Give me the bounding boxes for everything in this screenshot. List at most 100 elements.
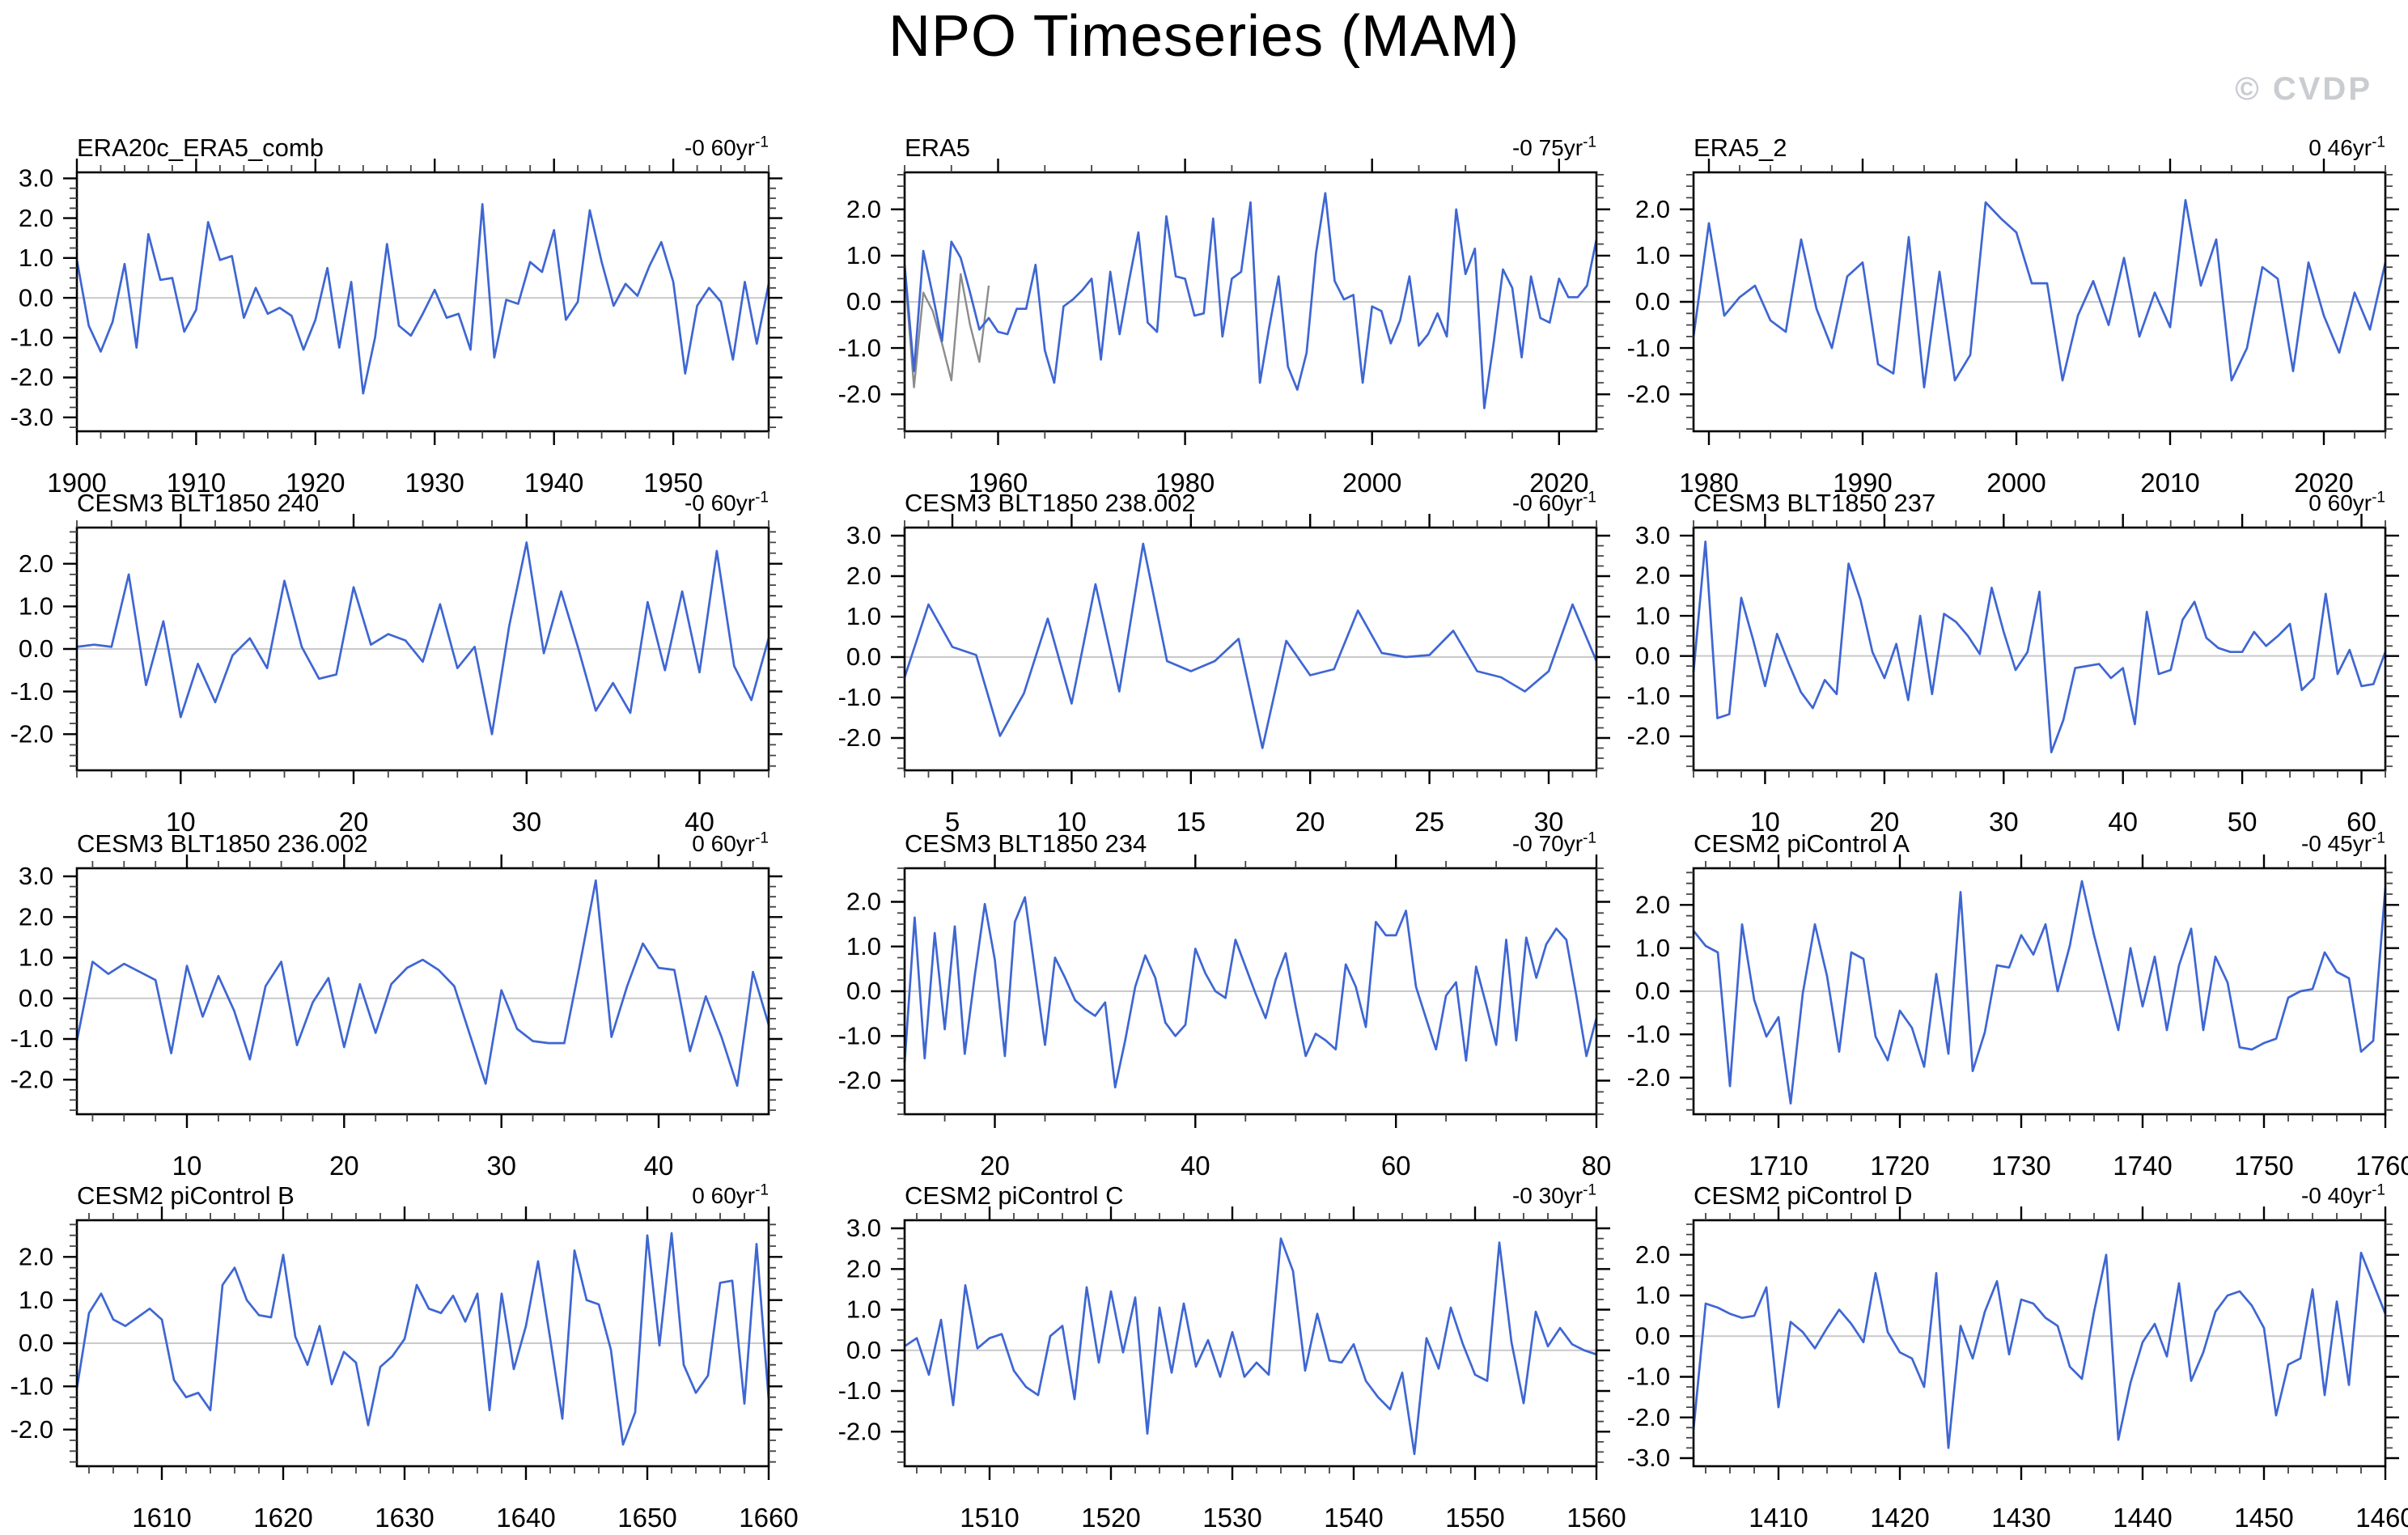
x-tick-label: 10 xyxy=(166,807,196,837)
panel-head: CESM3 BLT1850 234 -0 70yr-1 xyxy=(905,828,1596,860)
panel-trend-exponent: -1 xyxy=(1583,829,1596,847)
panel-trend-value: -0 75yr xyxy=(1511,135,1583,160)
x-tick-label: 30 xyxy=(1989,807,2019,837)
cvdp-watermark: © CVDP xyxy=(2235,71,2372,107)
x-tick-label: 1710 xyxy=(1749,1151,1808,1181)
y-tick-label: -2.0 xyxy=(838,1417,881,1445)
minor-ticks xyxy=(897,165,1604,439)
panel-trend-exponent: -1 xyxy=(755,1181,769,1199)
y-tick-label: 3.0 xyxy=(19,862,53,890)
y-tick-label: 1.0 xyxy=(1635,241,1670,269)
panel-trend-exponent: -1 xyxy=(755,134,769,151)
y-tick-label: 0.0 xyxy=(846,1336,881,1364)
x-tick-label: 60 xyxy=(1381,1151,1411,1181)
plot-box xyxy=(75,171,770,433)
panel-trend-exponent: -1 xyxy=(1583,1181,1596,1199)
x-tick-label: 10 xyxy=(172,1151,202,1181)
x-tick-label: 1530 xyxy=(1202,1503,1261,1533)
y-tick-label: 2.0 xyxy=(1635,1240,1670,1269)
panel-trend: -0 70yr-1 xyxy=(1512,828,1596,860)
y-tick-label: -2.0 xyxy=(1627,722,1670,750)
panel-title: CESM2 piControl C xyxy=(905,1181,1124,1210)
panel-trend-value: 0 60yr xyxy=(692,831,756,856)
y-tick-label: -3.0 xyxy=(11,403,53,431)
panel-trend-value: -0 60yr xyxy=(684,135,756,160)
panel-head: CESM2 piControl B 0 60yr-1 xyxy=(77,1180,769,1212)
panel-head: ERA20c_ERA5_comb -0 60yr-1 xyxy=(77,132,769,164)
y-tick-label: 1.0 xyxy=(19,592,53,621)
panel-title: ERA5_2 xyxy=(1694,134,1787,162)
x-tick-label: 1900 xyxy=(47,468,106,498)
plot-box xyxy=(75,867,770,1116)
panel-trend-exponent: -1 xyxy=(755,829,769,847)
panel-trend: -0 60yr-1 xyxy=(685,487,769,519)
y-tick-label: 1.0 xyxy=(846,1295,881,1324)
y-tick-label: 0.0 xyxy=(1635,642,1670,670)
panel-trend-exponent: -1 xyxy=(2372,134,2385,151)
series-line xyxy=(76,541,770,736)
major-ticks xyxy=(63,854,782,1128)
y-tick-label: 2.0 xyxy=(846,562,881,590)
x-tick-label: 1940 xyxy=(524,468,583,498)
x-tick-label: 1930 xyxy=(405,468,464,498)
x-tick-label: 1450 xyxy=(2234,1503,2293,1533)
y-tick-label: -1.0 xyxy=(11,323,53,351)
minor-ticks xyxy=(897,861,1604,1122)
x-tick-label: 1440 xyxy=(2113,1503,2172,1533)
panel-trend: 0 60yr-1 xyxy=(2308,487,2385,519)
panel-plot: 1510 1520 1530 1540 1550 1560 -2.0 -1.0 0.0 1.0 2.… xyxy=(838,1206,1626,1533)
panel-trend-value: 0 60yr xyxy=(692,1183,756,1208)
x-tick-label: 30 xyxy=(511,807,541,837)
x-tick-label: 1420 xyxy=(1870,1503,1929,1533)
x-tick-label: 40 xyxy=(644,1151,674,1181)
x-tick-label: 1960 xyxy=(969,468,1028,498)
panel-trend-exponent: -1 xyxy=(2372,1181,2385,1199)
plot-box xyxy=(1692,526,2387,772)
panel-title: CESM3 BLT1850 238.002 xyxy=(905,489,1196,517)
x-tick-label: 1430 xyxy=(1991,1503,2050,1533)
panel-trend-value: -0 60yr xyxy=(684,490,756,515)
y-tick-label: -2.0 xyxy=(1627,380,1670,408)
panel-trend: -0 60yr-1 xyxy=(685,132,769,164)
y-tick-label: 0.0 xyxy=(846,287,881,316)
major-ticks xyxy=(891,159,1610,445)
panel-trend-value: 0 46yr xyxy=(2308,135,2372,160)
panel-plot: 1410 1420 1430 1440 1450 1460 -3.0 -2.0 -1.0 0.0 1… xyxy=(1627,1206,2408,1533)
y-tick-label: 1.0 xyxy=(846,241,881,269)
y-tick-label: 0.0 xyxy=(846,977,881,1005)
y-tick-label: -2.0 xyxy=(838,380,881,408)
y-tick-label: -1.0 xyxy=(838,1376,881,1405)
x-tick-label: 1510 xyxy=(960,1503,1019,1533)
y-tick-label: -1.0 xyxy=(838,333,881,362)
y-tick-label: 0.0 xyxy=(19,634,53,663)
panel-head: CESM3 BLT1850 237 0 60yr-1 xyxy=(1694,487,2385,519)
figure-title: NPO Timeseries (MAM) xyxy=(888,4,1520,69)
minor-ticks xyxy=(70,165,776,439)
x-tick-label: 1620 xyxy=(253,1503,312,1533)
y-tick-label: 1.0 xyxy=(19,244,53,272)
y-tick-label: -2.0 xyxy=(838,723,881,752)
panel-plot: 1610 1620 1630 1640 1650 1660 -2.0 -1.0 0.0 1.0 2.… xyxy=(11,1206,799,1533)
y-tick-label: 3.0 xyxy=(846,1214,881,1242)
x-tick-label: 1460 xyxy=(2355,1503,2408,1533)
x-tick-label: 20 xyxy=(1295,807,1325,837)
series-line xyxy=(1692,880,2387,1105)
panel-plot: 5 10 15 20 25 30 -2.0 -1.0 0.0 1.0 2.0 3.0 xyxy=(838,514,1610,837)
panel-head: ERA5 -0 75yr-1 xyxy=(905,132,1596,164)
major-ticks xyxy=(1680,159,2399,445)
x-tick-label: 1980 xyxy=(1155,468,1215,498)
y-tick-label: -2.0 xyxy=(11,1065,53,1093)
minor-ticks xyxy=(1686,1213,2393,1474)
y-tick-label: -1.0 xyxy=(11,1024,53,1053)
x-tick-label: 40 xyxy=(685,807,714,837)
panel-trend: -0 40yr-1 xyxy=(2301,1180,2385,1212)
panel-plot: 10 20 30 40 -2.0 -1.0 0.0 1.0 2.0 3.0 xyxy=(11,854,782,1181)
panel-head: CESM3 BLT1850 240 -0 60yr-1 xyxy=(77,487,769,519)
y-tick-label: 2.0 xyxy=(1635,890,1670,918)
minor-ticks xyxy=(897,520,1604,778)
y-tick-label: -2.0 xyxy=(1627,1403,1670,1431)
x-tick-label: 1760 xyxy=(2355,1151,2408,1181)
major-ticks xyxy=(891,514,1610,784)
